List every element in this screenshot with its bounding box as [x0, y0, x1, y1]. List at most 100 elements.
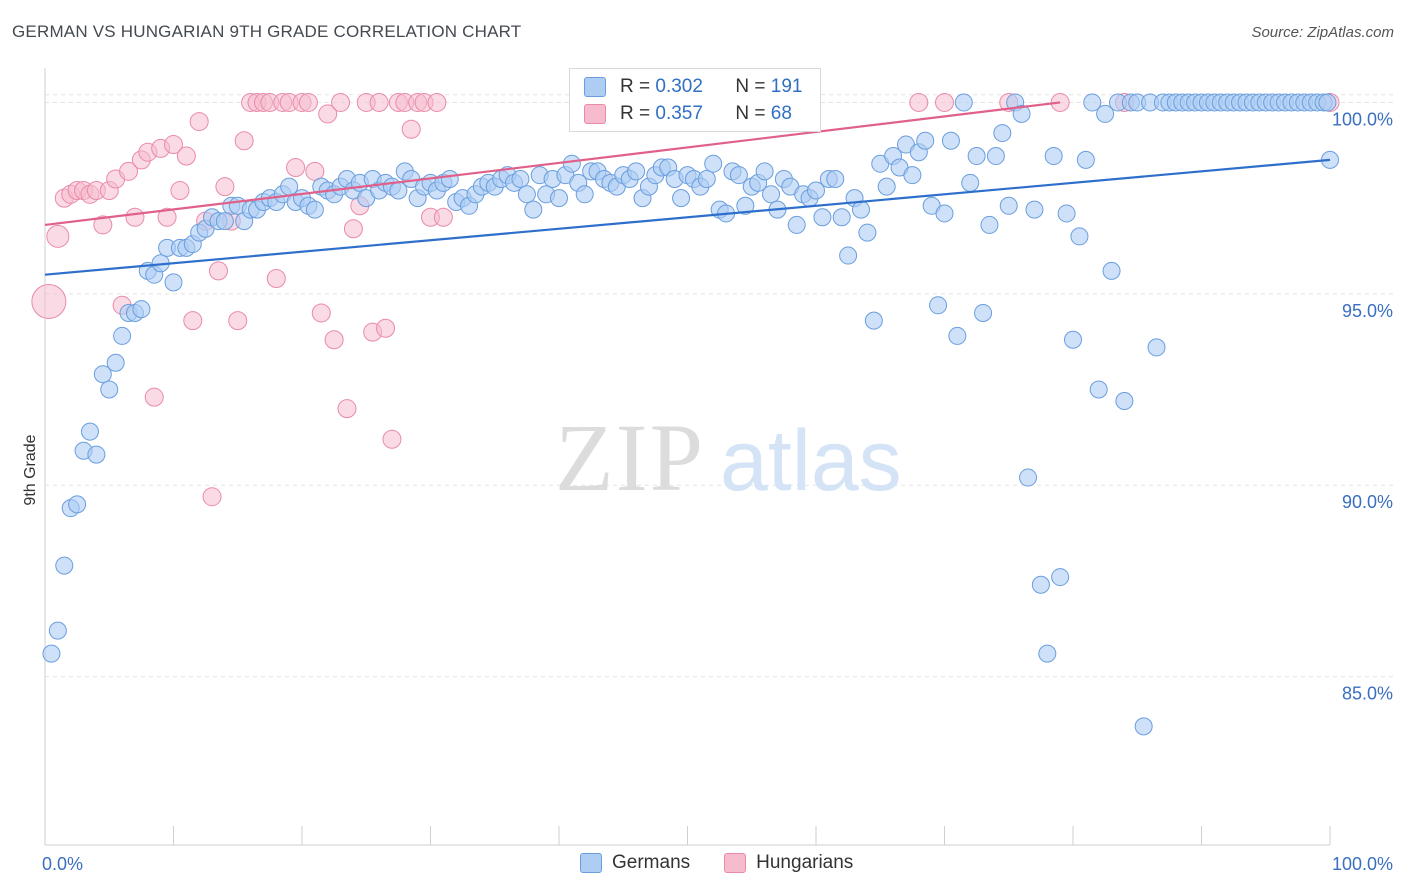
- hungarian-point: [286, 158, 306, 178]
- hungarian-point: [202, 487, 222, 507]
- german-point: [697, 170, 716, 188]
- german-point: [55, 556, 74, 575]
- german-point: [42, 644, 61, 663]
- bottom-legend-germans: Germans: [580, 852, 690, 874]
- legend-swatch-hungarians: [584, 104, 606, 124]
- german-point: [575, 185, 594, 204]
- german-point: [550, 189, 568, 208]
- hungarian-point: [170, 180, 190, 200]
- german-point: [704, 154, 723, 173]
- german-point: [440, 170, 459, 188]
- german-point: [858, 223, 877, 242]
- german-point: [215, 212, 234, 231]
- watermark: ZIP atlas: [555, 404, 902, 511]
- german-point: [1147, 338, 1166, 357]
- german-point: [1012, 104, 1031, 123]
- legend-n-value-germans: 191: [770, 76, 803, 97]
- german-point: [832, 208, 851, 227]
- hungarian-point: [234, 131, 254, 151]
- y-tick-label: 100.0%: [1332, 109, 1393, 129]
- german-point: [916, 131, 935, 150]
- german-point: [627, 162, 646, 181]
- bottom-legend-swatch-germans: [580, 853, 602, 873]
- german-point: [980, 215, 999, 234]
- legend-r-label: R =: [620, 103, 651, 124]
- chart-title: GERMAN VS HUNGARIAN 9TH GRADE CORRELATIO…: [12, 22, 522, 41]
- hungarian-point: [144, 387, 164, 407]
- hungarian-point: [318, 104, 338, 124]
- german-point: [562, 154, 581, 173]
- german-point: [1083, 93, 1102, 112]
- german-point: [999, 196, 1018, 215]
- german-point: [807, 181, 825, 200]
- grid-lines: [45, 94, 1395, 678]
- german-point: [1115, 392, 1134, 410]
- germans-trend-line: [44, 158, 1331, 276]
- y-tick-label: 95.0%: [1342, 301, 1393, 321]
- german-point: [100, 380, 119, 399]
- german-point: [851, 200, 870, 219]
- hungarian-point: [433, 207, 453, 227]
- german-point: [106, 353, 125, 372]
- german-point: [762, 185, 781, 204]
- german-point: [1134, 717, 1153, 736]
- legend-r-value-germans: 0.302: [655, 76, 703, 97]
- hungarian-point: [93, 215, 113, 235]
- bottom-legend: Germans Hungarians: [580, 852, 887, 874]
- y-tick-label: 90.0%: [1342, 492, 1393, 512]
- hungarian-point: [266, 269, 286, 289]
- hungarian-point: [31, 283, 67, 319]
- trend-lines: [44, 101, 1331, 276]
- hungarian-point: [909, 92, 929, 112]
- german-point: [941, 131, 960, 150]
- legend-n-label: N =: [735, 103, 766, 124]
- german-point: [1019, 468, 1038, 487]
- german-point: [1089, 380, 1108, 399]
- german-point: [93, 365, 112, 384]
- german-point: [524, 200, 543, 219]
- german-point: [113, 326, 132, 345]
- german-point: [511, 170, 530, 188]
- german-point: [1076, 150, 1095, 169]
- hungarian-point: [46, 224, 70, 248]
- hungarian-point: [215, 177, 235, 197]
- german-point: [755, 162, 774, 181]
- german-point: [1031, 575, 1050, 594]
- german-point: [839, 246, 858, 265]
- german-point: [48, 621, 67, 640]
- german-point: [1102, 261, 1121, 280]
- hungarians-trend-line: [44, 101, 1061, 227]
- axes: [44, 68, 1331, 846]
- german-point: [929, 296, 948, 315]
- german-point: [80, 422, 99, 441]
- german-point: [672, 189, 691, 208]
- german-point: [961, 173, 980, 192]
- bottom-legend-label-hungarians: Hungarians: [756, 852, 854, 873]
- german-point: [948, 326, 967, 345]
- germans-points: [42, 93, 1339, 736]
- legend-row-germans: R = 0.302 N = 191: [584, 75, 802, 99]
- german-point: [1096, 104, 1115, 123]
- x-tick-label: 100.0%: [1332, 854, 1393, 874]
- hungarian-point: [208, 261, 228, 281]
- german-point: [736, 196, 755, 215]
- legend-swatch-germans: [584, 77, 606, 97]
- y-tick-label: 85.0%: [1342, 684, 1393, 704]
- german-point: [517, 185, 536, 204]
- hungarian-point: [382, 429, 402, 449]
- german-point: [1051, 568, 1070, 587]
- german-point: [164, 273, 183, 292]
- hungarian-point: [331, 92, 351, 112]
- german-point: [954, 93, 973, 112]
- y-axis-label: 9th Grade: [22, 434, 39, 505]
- german-point: [993, 124, 1012, 143]
- german-point: [986, 147, 1005, 166]
- tick-labels: 85.0% 90.0% 95.0% 100.0% 0.0% 100.0%: [42, 109, 1393, 874]
- hungarian-point: [125, 207, 145, 227]
- hungarian-point: [164, 135, 183, 155]
- hungarian-point: [189, 112, 209, 132]
- watermark-atlas: atlas: [720, 413, 902, 509]
- legend-n-label: N =: [735, 76, 766, 97]
- german-point: [1057, 204, 1076, 223]
